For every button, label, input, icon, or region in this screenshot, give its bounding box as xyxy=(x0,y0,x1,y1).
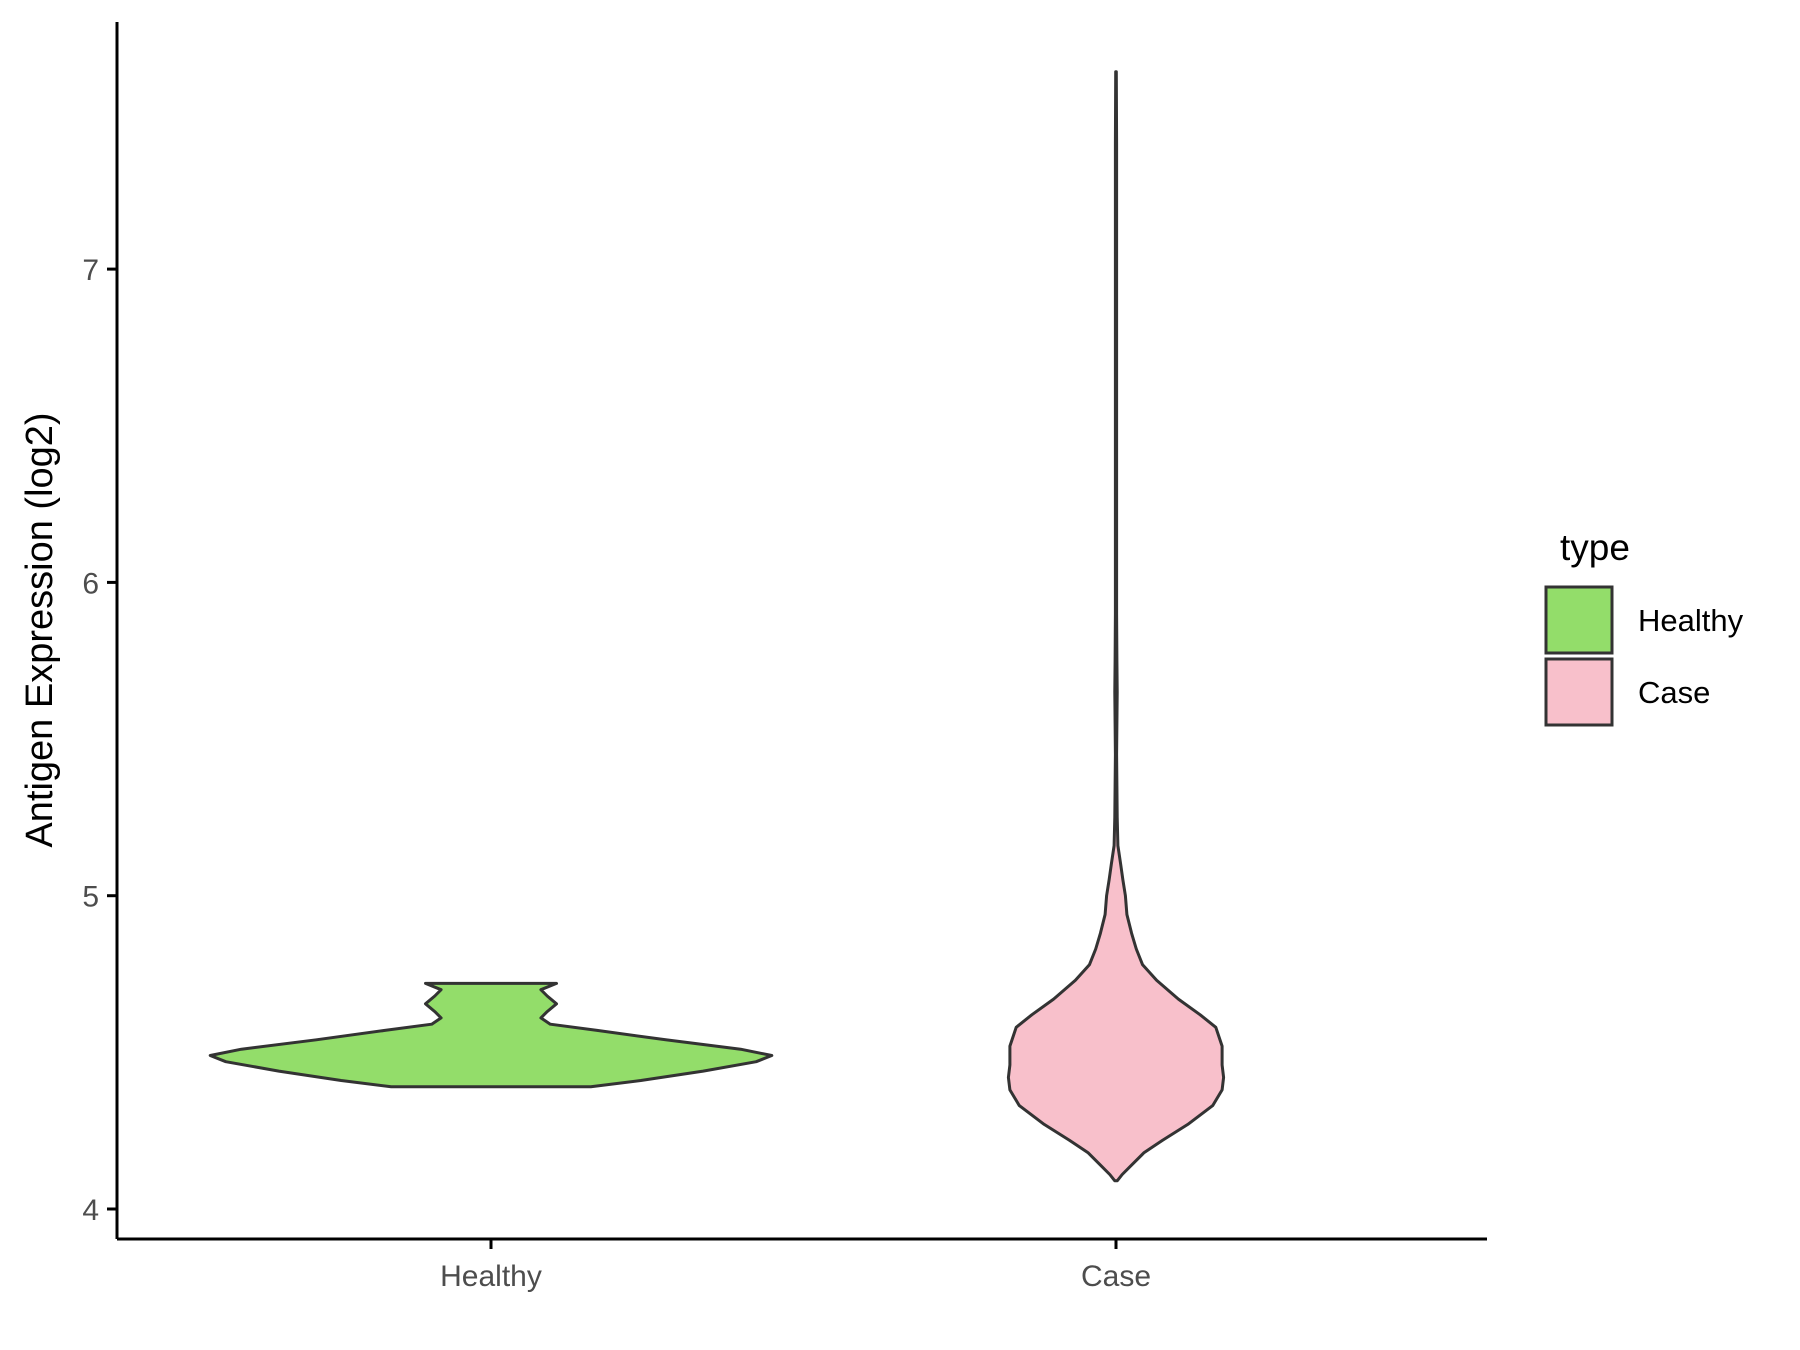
violin-group xyxy=(208,70,1226,1183)
legend-title: type xyxy=(1560,527,1630,568)
violin-healthy xyxy=(208,981,774,1089)
legend: type Healthy Case xyxy=(1544,527,1744,727)
y-tick-label: 5 xyxy=(82,881,99,914)
legend-label-case: Case xyxy=(1638,675,1710,710)
legend-swatch-healthy xyxy=(1544,585,1614,655)
x-tick-group: Healthy Case xyxy=(440,1239,1151,1293)
y-tick-label: 6 xyxy=(82,567,99,600)
x-tick-label-healthy: Healthy xyxy=(440,1260,542,1293)
legend-swatch-case xyxy=(1544,657,1614,727)
violin-case xyxy=(1006,70,1226,1183)
y-tick-label: 7 xyxy=(82,254,99,287)
x-tick-label-case: Case xyxy=(1081,1260,1151,1293)
y-tick-group: 4 5 6 7 xyxy=(82,254,117,1227)
legend-label-healthy: Healthy xyxy=(1638,603,1744,638)
y-tick-label: 4 xyxy=(82,1194,99,1227)
y-axis-title: Antigen Expression (log2) xyxy=(19,412,61,847)
